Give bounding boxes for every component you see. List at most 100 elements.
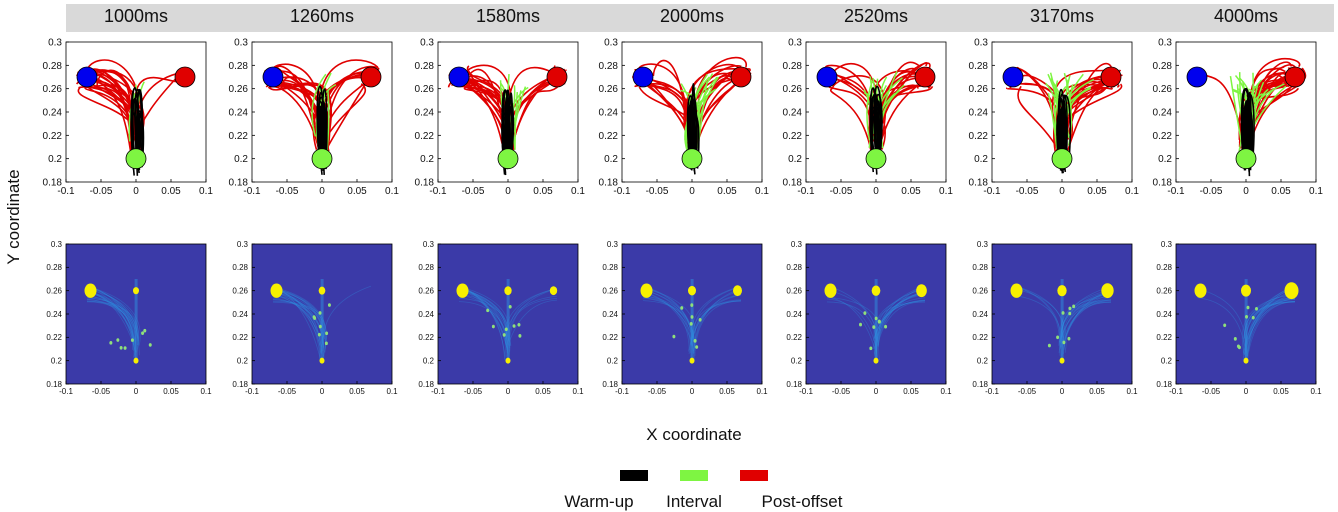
density-streak [876, 293, 926, 343]
x-tick-label: 0 [1060, 387, 1065, 396]
start-target [125, 148, 147, 170]
density-speck [1251, 315, 1255, 320]
x-tick-label: 0.1 [386, 387, 398, 396]
density-column [506, 279, 510, 361]
warm-up-trajectory [317, 91, 325, 164]
y-tick-label: 0.24 [46, 310, 62, 319]
density-speck [327, 303, 331, 307]
y-tick-label: 0.18 [229, 178, 249, 189]
density-streak [86, 291, 135, 346]
density-streak [642, 295, 696, 357]
x-tick-label: -0.1 [615, 387, 629, 396]
x-tick-label: 0.05 [1273, 387, 1289, 396]
right-target [360, 66, 382, 88]
left-target [76, 66, 98, 88]
y-tick-label: 0.3 [48, 38, 62, 49]
hotspot-center [871, 285, 881, 296]
warm-up-trajectory [1240, 88, 1251, 171]
start-target [1051, 148, 1073, 170]
density-streak [1242, 300, 1296, 355]
right-target [1100, 66, 1122, 88]
y-tick-label: 0.24 [602, 310, 618, 319]
density-streak [693, 294, 742, 361]
y-tick-label: 0.2 [974, 154, 988, 165]
trajectory-panel-2520ms: -0.1 -0.05 0 0.05 0.1 0.18 0.2 0.22 0.24 0.26 0.28… [783, 38, 954, 198]
density-streak [642, 295, 690, 351]
density-streak [272, 301, 327, 350]
x-tick-label: 0 [320, 387, 325, 396]
start-target [497, 148, 519, 170]
x-tick-label: 0.1 [1310, 387, 1322, 396]
post-offset-trajectory [652, 59, 688, 132]
legend-swatch-post-offset [740, 470, 768, 481]
x-tick-label: 0.1 [755, 186, 769, 197]
y-tick-label: 0.28 [969, 61, 989, 72]
column-title: 1260ms [289, 6, 355, 26]
hotspot-center [133, 287, 139, 295]
density-streak [272, 299, 325, 358]
density-speck [1255, 307, 1259, 311]
start-target [311, 148, 333, 170]
density-streak [1012, 285, 1061, 353]
left-target [1186, 66, 1208, 88]
trajectory-panel-1260ms: -0.1 -0.05 0 0.05 0.1 0.18 0.2 0.22 0.24 0.26 0.28… [229, 38, 400, 198]
density-speck [143, 328, 147, 333]
density-streak [86, 288, 140, 346]
column-title: 2000ms [659, 6, 725, 26]
y-tick-label: 0.24 [43, 108, 63, 119]
x-tick-label: -0.05 [276, 186, 299, 197]
y-tick-label: 0.28 [415, 61, 435, 72]
x-tick-label: -0.05 [1200, 186, 1223, 197]
y-tick-label: 0.2 [234, 154, 248, 165]
heatmap-panel-2000ms: -0.1 -0.05 0 0.05 0.1 0.18 0.2 0.22 0.24 0.26 0.28… [602, 240, 768, 396]
hotspot-left [640, 283, 653, 298]
y-tick-label: 0.22 [599, 131, 619, 142]
legend-label-post-offset: Post-offset [761, 492, 843, 511]
interval-trajectory [1047, 93, 1058, 150]
y-tick-label: 0.28 [1153, 61, 1173, 72]
density-streak [272, 294, 326, 339]
density-streak [272, 295, 321, 360]
hotspot-center [504, 286, 512, 296]
density-speck [324, 341, 328, 346]
y-tick-label: 0.18 [972, 380, 988, 389]
x-tick-label: 0 [1059, 186, 1065, 197]
y-tick-label: 0.3 [234, 38, 248, 49]
density-streak [877, 285, 926, 346]
density-speck [318, 311, 322, 315]
y-tick-label: 0.26 [972, 286, 988, 295]
density-streak [506, 299, 558, 351]
density-streak [323, 285, 372, 338]
density-speck [148, 343, 152, 347]
y-tick-label: 0.28 [232, 263, 248, 272]
density-speck [1061, 311, 1065, 315]
density-speck [672, 334, 676, 339]
y-tick-label: 0.26 [783, 84, 803, 95]
x-tick-label: 0.1 [756, 387, 768, 396]
y-tick-label: 0.28 [972, 263, 988, 272]
x-tick-label: 0.05 [163, 387, 179, 396]
hotspot-center [688, 285, 696, 296]
density-streak [1012, 284, 1067, 353]
x-tick-label: 0.05 [901, 186, 921, 197]
y-tick-label: 0.26 [969, 84, 989, 95]
x-tick-label: -0.05 [1016, 186, 1039, 197]
heatmap-panel-4000ms: -0.1 -0.05 0 0.05 0.1 0.18 0.2 0.22 0.24 0.26 0.28… [1156, 240, 1322, 396]
right-target [546, 66, 568, 88]
post-offset-trajectory [325, 65, 380, 132]
density-streak [826, 296, 875, 348]
hotspot-left [456, 283, 469, 298]
hotspot-left [84, 283, 97, 298]
y-tick-label: 0.24 [1156, 310, 1172, 319]
x-tick-label: 0 [319, 186, 325, 197]
y-tick-label: 0.22 [1156, 333, 1172, 342]
x-tick-label: -0.05 [1018, 387, 1037, 396]
post-offset-trajectory [1017, 85, 1059, 150]
density-streak [873, 292, 926, 340]
density-speck [859, 322, 863, 327]
legend-label-interval: Interval [666, 492, 722, 511]
heatmap-panel-2520ms: -0.1 -0.05 0 0.05 0.1 0.18 0.2 0.22 0.24 0.26 0.28… [786, 240, 952, 396]
heatmap-panel-1580ms: -0.1 -0.05 0 0.05 0.1 0.18 0.2 0.22 0.24 0.26 0.28… [418, 240, 584, 396]
y-tick-label: 0.18 [46, 380, 62, 389]
y-tick-label: 0.3 [788, 38, 802, 49]
